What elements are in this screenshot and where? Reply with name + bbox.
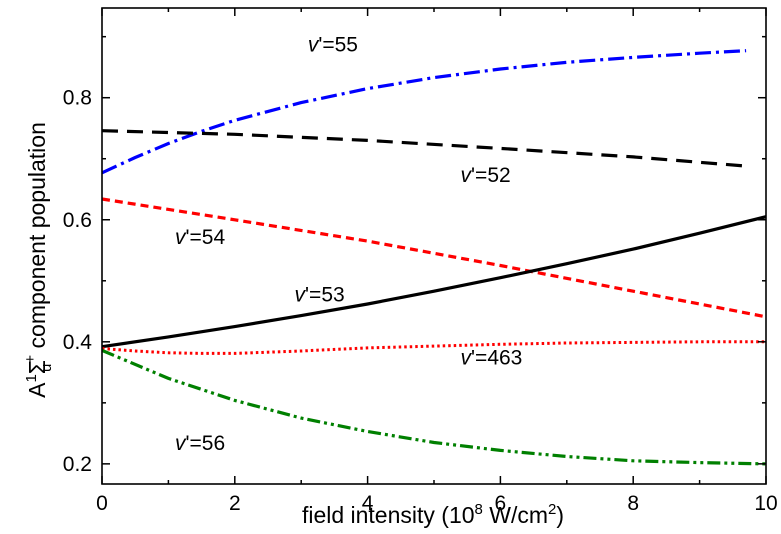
y-tick-label: 0.6	[63, 209, 92, 232]
x-tick-label: 10	[754, 492, 777, 515]
series-line-2	[101, 197, 767, 319]
x-tick-label: 6	[495, 492, 507, 515]
y-tick-label: 0.8	[63, 87, 92, 110]
series-line-4	[101, 340, 766, 355]
series-label-3: v'=53	[295, 284, 345, 307]
series-line-5	[101, 348, 767, 466]
series-label-4: v'=463	[461, 346, 523, 369]
series-line-0	[101, 49, 747, 175]
y-axis-label: A1Σu+ component population	[22, 122, 55, 398]
labels-layer: v'=55 v'=52 v'=54 v'=53 v'=463 v'=56	[175, 33, 522, 454]
series-label-1: v'=52	[461, 164, 511, 187]
series-line-3	[101, 215, 767, 349]
y-tick-label: 0.4	[63, 331, 93, 354]
x-tick-label: 2	[229, 492, 241, 515]
series-label-5: v'=56	[175, 432, 225, 455]
x-tick-label: 4	[362, 492, 374, 515]
series-line-1	[101, 129, 747, 168]
series-layer	[101, 49, 767, 466]
x-axis-label: field intensity (108 W/cm2)	[302, 501, 564, 528]
series-label-2: v'=54	[175, 226, 225, 249]
y-tick-label: 0.2	[63, 453, 92, 476]
x-tick-label: 8	[627, 492, 639, 515]
ticks-layer: 0 2 4 6 8 10 0.2 0.4 0.6 0.8	[63, 8, 778, 515]
x-tick-label: 0	[96, 492, 108, 515]
series-label-0: v'=55	[308, 33, 358, 56]
